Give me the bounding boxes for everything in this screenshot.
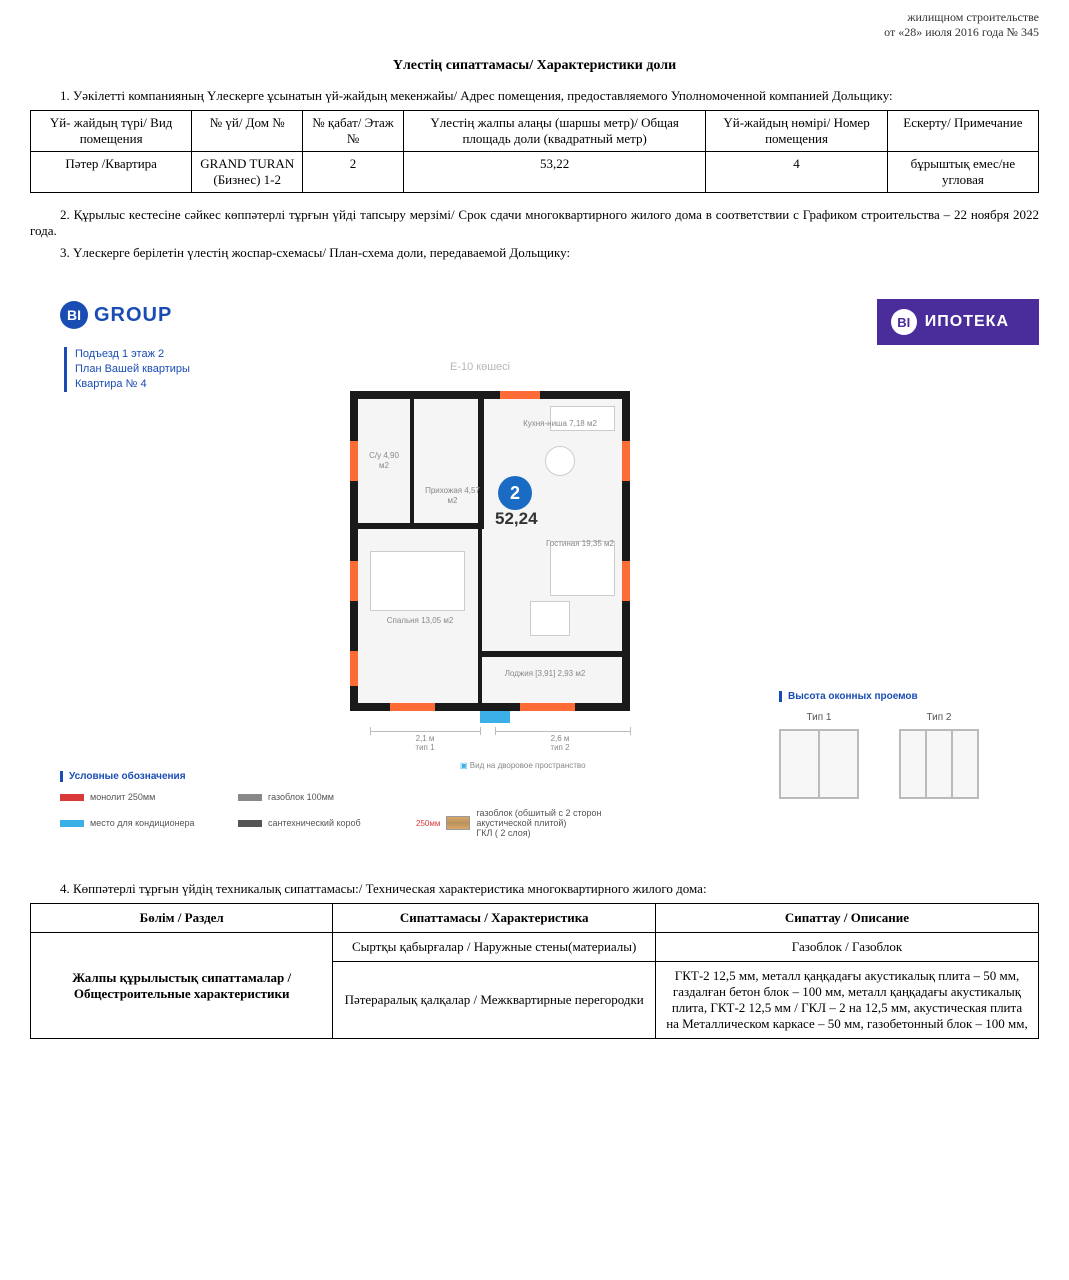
ipoteka-text: ИПОТЕКА [925, 313, 1009, 331]
window-types: Высота оконных проемов Тип 1 Тип 2 [779, 691, 1039, 799]
para-4: 4. Көппәтерлі тұрғын үйдің техникалық си… [30, 881, 1039, 897]
window-types-title: Высота оконных проемов [779, 691, 1039, 702]
th: № үй/ Дом № [192, 111, 303, 152]
th: Сипаттамасы / Характеристика [333, 904, 656, 933]
td: Пәтер /Квартира [31, 152, 192, 193]
th: Ескерту/ Примечание [887, 111, 1038, 152]
window-type-2-label: Тип 2 [899, 712, 979, 723]
swatch-monolith-icon [60, 794, 84, 801]
yard-note: ▣ Вид на дворовое пространство [460, 761, 586, 770]
room-hall: Прихожая 4,57 м2 [425, 486, 480, 505]
street-label: Е-10 көшесі [450, 361, 510, 373]
plan-info: Подъезд 1 этаж 2 План Вашей квартиры Ква… [64, 347, 190, 392]
legend-title: Условные обозначения [60, 771, 636, 782]
room-bedroom: Спальня 13,05 м2 [380, 616, 460, 626]
window-type-1-icon [779, 729, 859, 799]
td: GRAND TURAN (Бизнес) 1-2 [192, 152, 303, 193]
area-value: 52,24 [495, 509, 538, 529]
table-premises: Үй- жайдың түрі/ Вид помещения № үй/ Дом… [30, 110, 1039, 193]
window-type-1-label: Тип 1 [779, 712, 859, 723]
legend: Условные обозначения монолит 250мм газоб… [60, 771, 636, 844]
td: ГКТ-2 12,5 мм, металл қаңқадағы акустика… [655, 962, 1038, 1039]
ac-marker-icon [480, 711, 510, 723]
dim-right: 2,6 мтип 2 [535, 734, 585, 752]
room-kitchen: Кухня-ниша 7,18 м2 [520, 419, 600, 429]
td-section: Жалпы құрылыстық сипаттамалар / Общестро… [31, 933, 333, 1039]
floorplan-svg: Кухня-ниша 7,18 м2 Прихожая 4,57 м2 С/у … [350, 391, 630, 711]
page-title: Үлестің сипаттамасы/ Характеристики доли [30, 58, 1039, 74]
table-row: Үй- жайдың түрі/ Вид помещения № үй/ Дом… [31, 111, 1039, 152]
th: Үй- жайдың түрі/ Вид помещения [31, 111, 192, 152]
swatch-duct-icon [238, 820, 262, 827]
th: Сипаттау / Описание [655, 904, 1038, 933]
ipoteka-icon: BI [891, 309, 917, 335]
td: Пәтераралық қалқалар / Межквартирные пер… [333, 962, 656, 1039]
table-specs: Бөлім / Раздел Сипаттамасы / Характерист… [30, 903, 1039, 1039]
para-3: 3. Үлескерге берілетін үлестің жоспар-сх… [30, 245, 1039, 261]
table-row: Пәтер /Квартира GRAND TURAN (Бизнес) 1-2… [31, 152, 1039, 193]
para-1: 1. Уәкілетті компанияның Үлескерге ұсына… [30, 88, 1039, 104]
window-type-2-icon [899, 729, 979, 799]
ipoteka-badge: BI ИПОТЕКА [877, 299, 1039, 345]
swatch-gazoblok-icon [238, 794, 262, 801]
th: Үлестің жалпы алаңы (шаршы метр)/ Общая … [403, 111, 705, 152]
room-living: Гостиная 19,35 м2 [545, 539, 615, 549]
brand-badge-icon: BI [60, 301, 88, 329]
header-line1: жилищном строительстве [30, 10, 1039, 25]
dim-left: 2,1 мтип 1 [400, 734, 450, 752]
rooms-count-badge: 2 [498, 476, 532, 510]
td: 2 [303, 152, 404, 193]
brand-text: GROUP [94, 304, 172, 327]
para-2: 2. Құрылыс кестесіне сәйкес көппәтерлі т… [30, 207, 1039, 239]
td: бұрыштық емес/не угловая [887, 152, 1038, 193]
th: Бөлім / Раздел [31, 904, 333, 933]
th: № қабат/ Этаж № [303, 111, 404, 152]
td: Газоблок / Газоблок [655, 933, 1038, 962]
table-row: Жалпы құрылыстық сипаттамалар / Общестро… [31, 933, 1039, 962]
header-line2: от «28» июля 2016 года № 345 [30, 25, 1039, 40]
td: Сыртқы қабырғалар / Наружные стены(матер… [333, 933, 656, 962]
td: 53,22 [403, 152, 705, 193]
swatch-ac-icon [60, 820, 84, 827]
room-su: С/у 4,90 м2 [364, 451, 404, 470]
room-loggia: Лоджия [3,91] 2,93 м2 [500, 669, 590, 679]
floorplan-panel: BI GROUP Подъезд 1 этаж 2 План Вашей ква… [30, 291, 1039, 861]
brand-logo: BI GROUP [60, 301, 172, 329]
swatch-wall-icon [446, 816, 470, 830]
table-row: Бөлім / Раздел Сипаттамасы / Характерист… [31, 904, 1039, 933]
th: Үй-жайдың нөмірі/ Номер помещения [706, 111, 887, 152]
td: 4 [706, 152, 887, 193]
